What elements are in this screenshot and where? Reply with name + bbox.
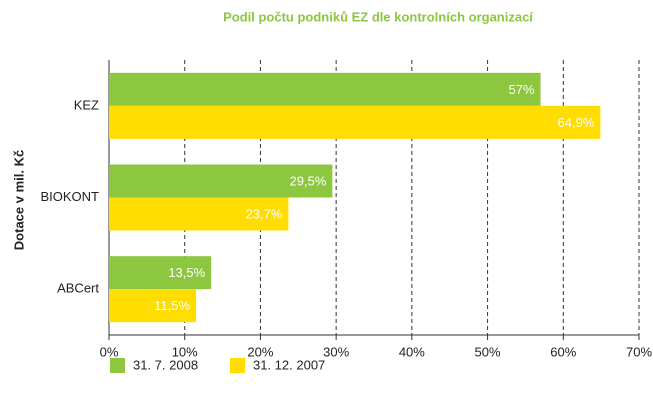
x-tick-label: 70% — [626, 344, 652, 359]
y-tick-label: BIOKONT — [40, 189, 99, 204]
x-tick-label: 60% — [550, 344, 576, 359]
legend-label: 31. 7. 2008 — [133, 357, 198, 372]
y-axis-label: Dotace v mil. Kč — [11, 150, 26, 250]
legend-swatch — [230, 358, 245, 373]
value-label: 13,5% — [168, 265, 205, 280]
value-label: 23,7% — [246, 206, 283, 221]
bar — [109, 105, 601, 139]
value-label: 64,9% — [558, 115, 595, 130]
x-tick-label: 30% — [323, 344, 349, 359]
chart-title: Podíl počtu podniků EZ dle kontrolních o… — [223, 9, 533, 24]
legend-swatch — [110, 358, 125, 373]
y-tick-label: ABCert — [57, 281, 99, 296]
bar — [109, 197, 289, 231]
legend-label: 31. 12. 2007 — [253, 357, 325, 372]
value-label: 29,5% — [289, 173, 326, 188]
x-tick-label: 50% — [475, 344, 501, 359]
bar — [109, 164, 333, 198]
bar — [109, 72, 541, 106]
y-tick-label: KEZ — [74, 97, 99, 112]
x-tick-label: 10% — [172, 344, 198, 359]
x-tick-label: 40% — [399, 344, 425, 359]
bar — [109, 289, 197, 323]
value-label: 57% — [509, 82, 535, 97]
bar — [109, 256, 212, 290]
value-label: 11,5% — [154, 298, 190, 313]
x-tick-label: 0% — [100, 344, 119, 359]
x-tick-label: 20% — [247, 344, 273, 359]
